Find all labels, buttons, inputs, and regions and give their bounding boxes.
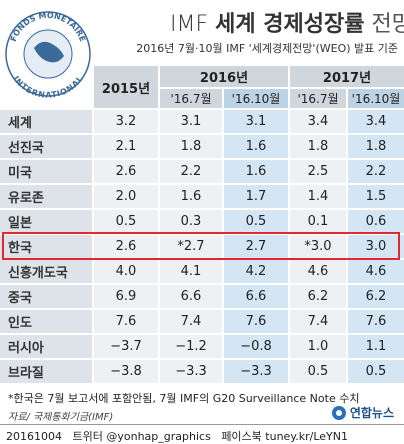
row-label: 세계: [0, 110, 92, 133]
row-label: 미국: [0, 160, 92, 183]
value-cell: 2.7: [224, 235, 288, 258]
value-cell: 3.4: [348, 110, 404, 133]
value-cell: 0.5: [290, 360, 346, 383]
value-cell: 0.3: [160, 210, 222, 233]
sub-header: '16.7월: [290, 89, 346, 108]
highlight-box: [2, 232, 400, 260]
row-label: 러시아: [0, 335, 92, 358]
value-cell: 4.2: [224, 260, 288, 283]
value-cell: 1.8: [160, 135, 222, 158]
value-cell: 2.5: [290, 160, 346, 183]
row-label: 브라질: [0, 360, 92, 383]
value-cell: 3.0: [348, 235, 404, 258]
title: IMF 세계 경제성장률 전망: [170, 6, 404, 38]
value-cell: 6.6: [224, 285, 288, 308]
value-cell: 1.8: [290, 135, 346, 158]
seal-continent: [34, 41, 64, 63]
sub-header: '16.10월: [348, 89, 404, 108]
value-cell: 3.4: [290, 110, 346, 133]
value-cell: −3.8: [94, 360, 158, 383]
value-cell: 3.2: [94, 110, 158, 133]
value-cell: 3.1: [160, 110, 222, 133]
source: 자료/ 국제통화기금(IMF): [8, 412, 114, 423]
value-cell: −3.7: [94, 335, 158, 358]
value-cell: 0.5: [348, 360, 404, 383]
value-cell: 1.6: [224, 160, 288, 183]
year-header: 2017년: [290, 66, 404, 87]
brand-icon: [331, 405, 346, 420]
value-cell: 4.0: [94, 260, 158, 283]
title-prefix: IMF: [170, 12, 209, 37]
value-cell: 1.6: [224, 135, 288, 158]
twitter: 트위터 @yonhap_graphics: [72, 430, 211, 443]
value-cell: 1.5: [348, 185, 404, 208]
value-cell: 6.9: [94, 285, 158, 308]
facebook: 페이스북 tuney.kr/LeYN1: [221, 430, 348, 443]
value-cell: 2.6: [94, 235, 158, 258]
row-label: 선진국: [0, 135, 92, 158]
value-cell: 2.6: [94, 160, 158, 183]
credits: 20161004 트위터 @yonhap_graphics 페이스북 tuney…: [6, 428, 348, 444]
value-cell: 1.1: [348, 335, 404, 358]
value-cell: 0.5: [94, 210, 158, 233]
date: 20161004: [6, 430, 62, 443]
value-cell: 6.2: [348, 285, 404, 308]
subtitle: 2016년 7월·10월 IMF '세계경제전망'(WEO) 발표 기준: [136, 42, 398, 55]
value-cell: 1.7: [224, 185, 288, 208]
value-cell: 7.6: [94, 310, 158, 333]
footer-rule: [0, 424, 404, 425]
value-cell: −0.8: [224, 335, 288, 358]
value-cell: 3.1: [224, 110, 288, 133]
year-header: 2016년: [160, 66, 288, 87]
value-cell: *2.7: [160, 235, 222, 258]
value-cell: 6.6: [160, 285, 222, 308]
value-cell: 2.2: [160, 160, 222, 183]
value-cell: 7.6: [348, 310, 404, 333]
row-label: 일본: [0, 210, 92, 233]
row-label: 중국: [0, 285, 92, 308]
value-cell: 0.6: [348, 210, 404, 233]
footnote: *한국은 7월 보고서에 포함안됨, 7월 IMF의 G20 Surveilla…: [8, 392, 360, 405]
sub-header: '16.10월: [224, 89, 288, 108]
value-cell: 1.0: [290, 335, 346, 358]
value-cell: 4.1: [160, 260, 222, 283]
year-header: 2015년: [94, 66, 158, 108]
row-label: 유로존: [0, 185, 92, 208]
brand-name: 연합뉴스: [349, 406, 394, 420]
value-cell: −3.3: [160, 360, 222, 383]
sub-header: '16.7월: [160, 89, 222, 108]
value-cell: −1.2: [160, 335, 222, 358]
value-cell: 2.2: [348, 160, 404, 183]
value-cell: 1.8: [348, 135, 404, 158]
value-cell: 1.6: [160, 185, 222, 208]
value-cell: 1.4: [290, 185, 346, 208]
title-suffix: 전망: [371, 12, 404, 37]
imf-logo: FONDS MONETAIRE INTERNATIONAL: [5, 11, 91, 100]
value-cell: 0.5: [224, 210, 288, 233]
row-label: 한국: [0, 235, 92, 258]
brand: 연합뉴스: [331, 404, 394, 421]
value-cell: 2.1: [94, 135, 158, 158]
row-label: 신흥개도국: [0, 260, 92, 283]
value-cell: 2.0: [94, 185, 158, 208]
title-main: 세계 경제성장률: [215, 12, 365, 37]
value-cell: −3.3: [224, 360, 288, 383]
value-cell: 4.6: [290, 260, 346, 283]
value-cell: 6.2: [290, 285, 346, 308]
value-cell: 7.6: [224, 310, 288, 333]
value-cell: *3.0: [290, 235, 346, 258]
value-cell: 0.1: [290, 210, 346, 233]
value-cell: 7.4: [290, 310, 346, 333]
row-label: 인도: [0, 310, 92, 333]
value-cell: 7.4: [160, 310, 222, 333]
value-cell: 4.6: [348, 260, 404, 283]
